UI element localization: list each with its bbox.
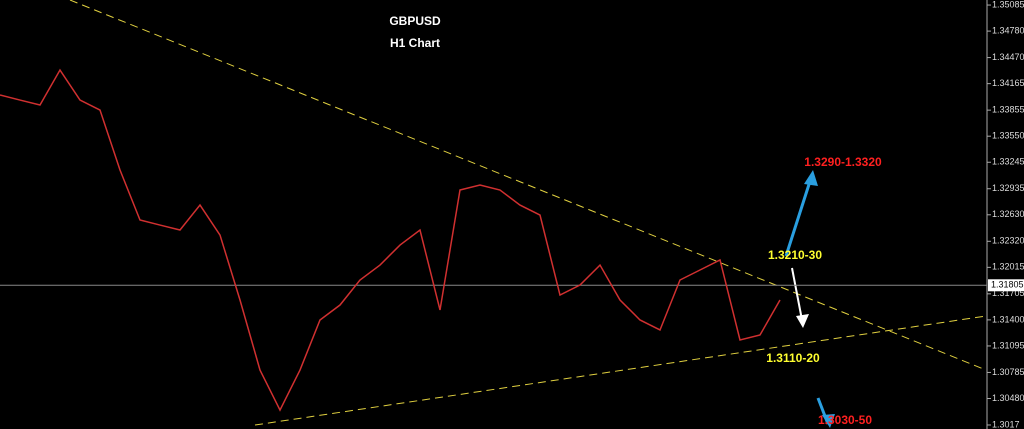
down-arrow-head (822, 414, 835, 428)
resistance-trendline (69, 0, 987, 371)
y-tick-label: 1.33550 (992, 131, 1024, 141)
y-tick-label: 1.33855 (992, 105, 1024, 115)
y-tick-label: 1.32015 (992, 262, 1024, 272)
y-tick-label: 1.32630 (992, 209, 1024, 219)
current-price-label: 1.31805 (991, 280, 1024, 290)
y-tick-label: 1.34470 (992, 52, 1024, 62)
chart-subtitle: H1 Chart (390, 36, 440, 50)
down-arrow-head (796, 314, 809, 328)
y-tick-label: 1.32320 (992, 236, 1024, 246)
up-arrow (784, 174, 814, 257)
y-tick-label: 1.35085 (992, 0, 1024, 9)
annotation: 1.3030-50 (818, 413, 872, 427)
annotation: 1.3290-1.3320 (804, 155, 882, 169)
y-tick-label: 1.31400 (992, 314, 1024, 324)
y-tick-label: 1.31705 (992, 288, 1024, 298)
y-tick-label: 1.33245 (992, 157, 1024, 167)
y-tick-label: 1.34165 (992, 78, 1024, 88)
down-arrow (791, 267, 803, 321)
y-tick-label: 1.30785 (992, 367, 1024, 377)
annotation: 1.3210-30 (768, 248, 822, 262)
up-arrow-head (804, 170, 818, 186)
annotation: 1.3110-20 (766, 351, 820, 365)
current-price-box (988, 279, 1024, 292)
price-line (0, 68, 781, 412)
support-trendline (254, 315, 987, 426)
y-tick-label: 1.32935 (992, 183, 1024, 193)
y-tick-label: 1.30480 (992, 393, 1024, 403)
y-tick-label: 1.31095 (992, 340, 1024, 350)
chart-title: GBPUSD (389, 14, 441, 28)
y-tick-label: 1.3017 (992, 419, 1020, 429)
y-tick-label: 1.34780 (992, 25, 1024, 35)
